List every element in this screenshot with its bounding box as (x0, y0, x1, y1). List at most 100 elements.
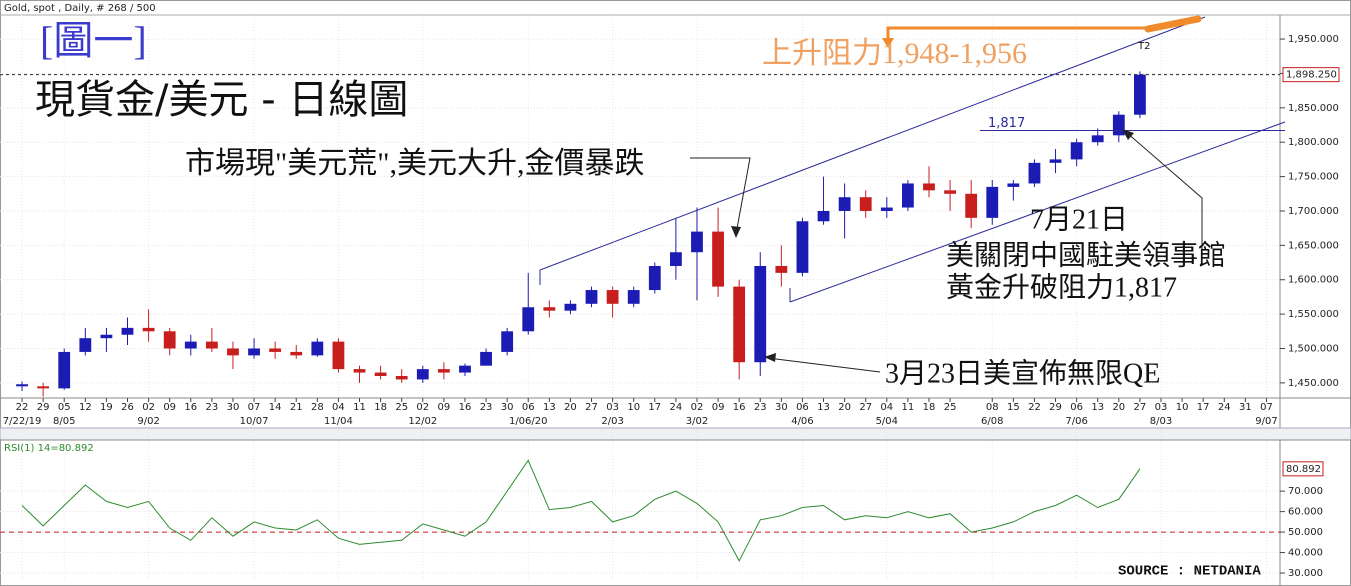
x-tick-label: 29 (37, 402, 50, 413)
x-tick-label: 30 (501, 402, 514, 413)
x-tick-label: 02 (142, 402, 155, 413)
x-month-label: 2/03 (601, 416, 623, 427)
y-tick-label: 60.000 (1288, 507, 1323, 518)
candle-body (1112, 114, 1125, 136)
x-tick-label: 31 (1239, 402, 1252, 413)
arrow-head (882, 38, 894, 48)
annotation: 上升阻力1,948-1,956 (762, 37, 1027, 70)
x-tick-label: 02 (416, 402, 429, 413)
candle-body (480, 351, 492, 366)
candle-body (648, 265, 661, 291)
candle-body (543, 307, 556, 311)
x-month-label: 9/02 (137, 416, 159, 427)
arrow-head (731, 226, 741, 238)
candle-body (163, 331, 176, 349)
arrow-head (1122, 129, 1134, 140)
x-month-label: 8/05 (53, 416, 75, 427)
x-tick-label: 03 (606, 402, 619, 413)
x-tick-label: 26 (121, 402, 134, 413)
annotation: 7月21日 (1030, 204, 1128, 235)
x-tick-label: 30 (227, 402, 240, 413)
y-tick-label: 1,600.000 (1288, 275, 1339, 286)
candle-body (395, 375, 408, 380)
x-tick-label: 09 (438, 402, 451, 413)
scrollbar (0, 427, 1351, 441)
candle-body (374, 372, 387, 376)
x-tick-label: 24 (1218, 402, 1231, 413)
x-month-label: 12/02 (408, 416, 437, 427)
x-tick-label: 20 (1112, 402, 1125, 413)
x-tick-label: 22 (16, 402, 29, 413)
candle-body (944, 190, 956, 194)
x-tick-label: 05 (58, 402, 71, 413)
x-tick-label: 20 (564, 402, 577, 413)
x-month-label: 1/06/20 (509, 416, 548, 427)
y-tick-label: 50.000 (1288, 527, 1323, 538)
x-tick-label: 04 (880, 402, 893, 413)
x-tick-label: 25 (395, 402, 408, 413)
x-tick-label: 23 (754, 402, 767, 413)
annotation: 美關閉中國駐美領事館 (946, 239, 1226, 271)
candle-body (353, 369, 366, 373)
pointer (690, 157, 751, 235)
rsi-title: RSI(1) 14=80.892 (4, 443, 94, 454)
candle-body (269, 348, 282, 352)
candle-body (58, 351, 71, 389)
y-tick-label: 1,700.000 (1288, 206, 1339, 217)
candle-body (986, 186, 999, 218)
x-tick-label: 06 (522, 402, 535, 413)
x-month-label: 6/08 (981, 416, 1003, 427)
candle-body (754, 265, 767, 363)
rsi-last-box (1282, 461, 1324, 477)
candle-body (79, 338, 92, 352)
y-tick-label: 1,500.000 (1288, 343, 1339, 354)
candle-body (669, 252, 682, 266)
y-tick-label: 40.000 (1288, 548, 1323, 559)
x-tick-label: 18 (374, 402, 387, 413)
candle-body (459, 365, 471, 373)
y-tick-label: 1,650.000 (1288, 240, 1339, 251)
rsi-line (21, 459, 1141, 562)
x-tick-label: 16 (459, 402, 472, 413)
candle-body (564, 303, 577, 311)
annotation: 市場現"美元荒",美元大升,金價暴跌 (185, 147, 645, 180)
x-tick-label: 28 (311, 402, 324, 413)
last-price-box (1282, 67, 1340, 83)
x-tick-label: 29 (1049, 402, 1062, 413)
x-tick-label: 14 (269, 402, 282, 413)
candle-body (1070, 142, 1083, 160)
x-tick-label: 06 (796, 402, 809, 413)
x-tick-label: 17 (1197, 402, 1210, 413)
channel-line (789, 121, 1286, 303)
candle-body (184, 341, 197, 349)
candle-body (16, 384, 28, 387)
candle-body (712, 231, 724, 287)
x-month-label: 4/06 (791, 416, 813, 427)
candle-body (923, 183, 935, 191)
candle-body (859, 197, 872, 211)
resistance-arrow (886, 26, 1150, 40)
candle-body (691, 231, 703, 253)
candle-body (1049, 159, 1062, 163)
candle-body (227, 348, 239, 356)
x-tick-label: 21 (290, 402, 303, 413)
x-tick-label: 07 (1260, 402, 1273, 413)
x-tick-label: 03 (1155, 402, 1168, 413)
x-tick-label: 15 (1007, 402, 1020, 413)
candle-body (416, 369, 429, 380)
candle-body (1133, 74, 1146, 115)
x-tick-label: 13 (543, 402, 556, 413)
x-tick-label: 20 (838, 402, 851, 413)
x-month-label: 8/03 (1150, 416, 1172, 427)
x-tick-label: 09 (712, 402, 725, 413)
figure-label: [圖一] (40, 18, 147, 63)
y-tick-label: 30.000 (1288, 568, 1323, 579)
chart-title: 現貨金/美元 - 日線圖 (35, 77, 408, 123)
source: SOURCE : NETDANIA (1118, 564, 1261, 580)
x-tick-label: 02 (691, 402, 704, 413)
x-tick-label: 16 (184, 402, 197, 413)
x-tick-label: 19 (100, 402, 113, 413)
candle-body (880, 207, 893, 211)
annotation: T2 (1137, 41, 1150, 52)
